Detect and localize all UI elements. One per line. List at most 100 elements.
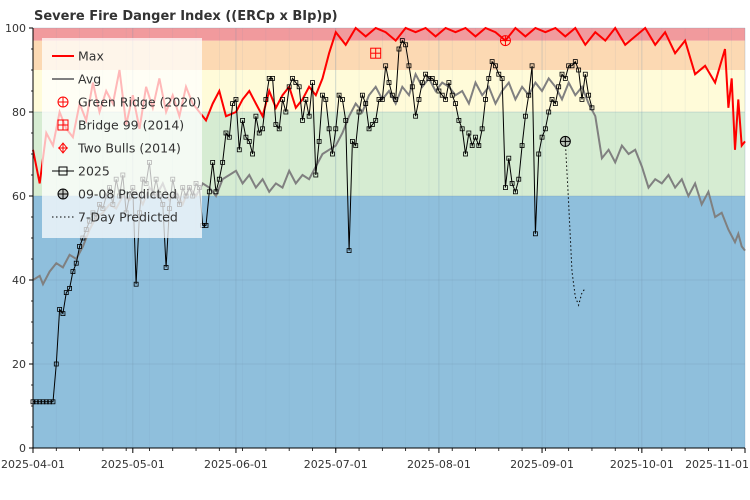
- legend-item: 7-Day Predicted: [52, 210, 178, 225]
- series-2025-point: [310, 80, 315, 85]
- series-2025-point: [416, 97, 422, 102]
- series-2025-point: [506, 155, 512, 161]
- x-tick-label: 2025-07-01: [304, 458, 368, 471]
- series-2025-point: [459, 126, 465, 132]
- series-2025-point: [386, 80, 392, 85]
- series-2025-point: [240, 118, 246, 123]
- legend-label: 09-08 Predicted: [78, 187, 177, 202]
- series-2025-point: [206, 189, 212, 195]
- series-2025-point: [569, 63, 575, 69]
- series-2025-point: [330, 151, 335, 157]
- series-2025-point: [163, 264, 169, 270]
- series-2025-point: [513, 189, 518, 195]
- series-2025-point: [253, 113, 259, 119]
- legend-box: [42, 38, 202, 238]
- series-2025-point: [47, 399, 53, 405]
- series-2025-point: [343, 118, 349, 123]
- series-2025-point: [353, 143, 359, 149]
- series-2025-point: [220, 159, 226, 165]
- series-2025-point: [383, 63, 389, 69]
- y-tick-label: 60: [12, 190, 26, 203]
- legend-swatch: [57, 96, 69, 108]
- series-2025-point: [456, 118, 462, 123]
- series-2025-point: [499, 76, 505, 81]
- series-2025-point: [256, 130, 262, 136]
- series-2025-point: [489, 59, 495, 64]
- series-2025-point: [423, 71, 428, 77]
- series-2025-point: [586, 92, 592, 98]
- series-2025-point: [216, 176, 222, 182]
- series-2025-point: [429, 76, 435, 81]
- series-2025-point: [73, 260, 79, 266]
- series-2025-point: [350, 138, 355, 144]
- series-2025-point: [323, 97, 329, 102]
- legend-item: Green Ridge (2020): [57, 95, 201, 110]
- series-2025-point: [419, 80, 425, 85]
- x-tick-label: 2025-10-01: [610, 458, 674, 471]
- series-2025-point: [270, 76, 275, 81]
- legend-label: Bridge 99 (2014): [78, 118, 184, 133]
- series-2025-point: [50, 399, 56, 405]
- series-2025-point: [536, 151, 542, 157]
- series-2025-point: [399, 38, 405, 43]
- y-tick-label: 40: [12, 274, 26, 287]
- series-2025-point: [542, 126, 548, 132]
- legend: Max Avg Green Ridge (2020) Bridge 99 (2014)…: [42, 38, 202, 238]
- series-2025-point: [303, 97, 309, 102]
- series-2025-point: [559, 71, 565, 77]
- series-2025-point: [403, 42, 409, 48]
- legend-label: 2025: [78, 164, 110, 179]
- y-tick-label: 80: [12, 106, 26, 119]
- series-2025-point: [376, 97, 382, 102]
- series-2025-point: [532, 231, 538, 237]
- series-2025-point: [283, 109, 289, 115]
- series-2025-point: [523, 113, 528, 119]
- series-2025-point: [246, 138, 252, 144]
- series-2025-point: [539, 134, 545, 140]
- series-2025-point: [57, 306, 63, 312]
- series-2025-point: [53, 361, 59, 367]
- series-2025-point: [280, 97, 285, 102]
- marker-2: [559, 135, 571, 147]
- series-2025-point: [236, 147, 242, 153]
- series-2025-point: [463, 151, 468, 157]
- legend-item: 09-08 Predicted: [57, 187, 177, 202]
- series-2025-point: [67, 285, 72, 291]
- y-tick-label: 0: [19, 442, 26, 455]
- series-2025-point: [493, 63, 498, 69]
- chart-title: Severe Fire Danger Index ((ERCp x BIp)p): [34, 9, 338, 24]
- series-2025-point: [393, 97, 399, 102]
- series-2025-point: [333, 126, 339, 132]
- series-2025-point: [576, 67, 582, 73]
- series-2025-point: [562, 76, 568, 81]
- series-2025-point: [443, 97, 448, 102]
- series-2025-point: [552, 101, 558, 106]
- series-2025-point: [296, 84, 302, 90]
- series-2025-point: [77, 243, 82, 249]
- x-tick-label: 2025-08-01: [407, 458, 471, 471]
- series-2025-point: [379, 97, 385, 102]
- series-2025-point: [503, 185, 508, 191]
- y-tick-label: 100: [5, 22, 26, 35]
- x-tick-label: 2025-04-01: [1, 458, 65, 471]
- series-2025-point: [572, 59, 578, 64]
- series-2025-point: [316, 138, 322, 144]
- marker-1: [370, 47, 382, 59]
- series-2025-point: [556, 84, 562, 90]
- legend-label: Green Ridge (2020): [78, 95, 201, 110]
- series-2025-point: [210, 159, 216, 165]
- legend-item: Avg: [52, 72, 101, 87]
- legend-swatch: [58, 166, 68, 176]
- series-2025-point: [243, 134, 249, 140]
- series-2025-point: [290, 76, 295, 81]
- series-2025-point: [266, 76, 272, 81]
- series-2025-point: [43, 399, 49, 405]
- legend-label: Two Bulls (2014): [77, 141, 181, 156]
- series-2025-point: [433, 80, 438, 85]
- legend-item: 2025: [52, 164, 110, 179]
- series-2025-point: [226, 134, 232, 140]
- series-2025-point: [473, 134, 478, 140]
- legend-item: Two Bulls (2014): [58, 141, 181, 156]
- legend-label: 7-Day Predicted: [78, 210, 178, 225]
- series-2025-point: [286, 84, 292, 90]
